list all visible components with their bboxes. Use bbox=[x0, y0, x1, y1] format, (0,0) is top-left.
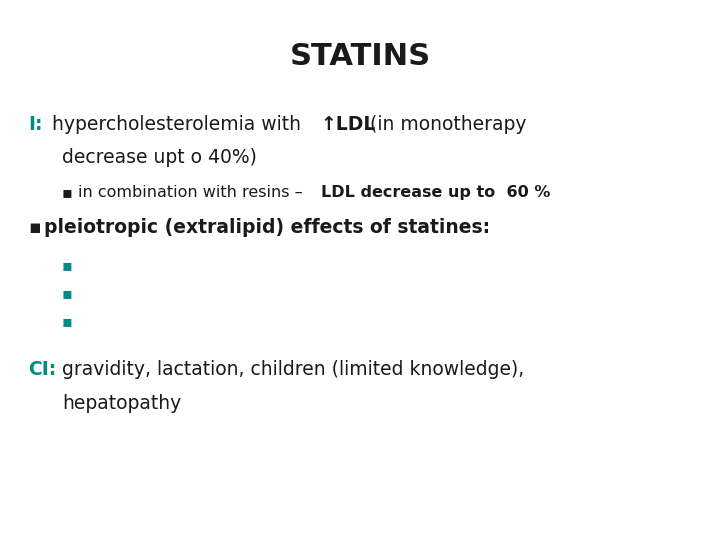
Text: decrease upt o 40%): decrease upt o 40%) bbox=[62, 148, 257, 167]
Text: ↑LDL: ↑LDL bbox=[320, 115, 375, 134]
Text: (in monotherapy: (in monotherapy bbox=[370, 115, 526, 134]
Text: gravidity, lactation, children (limited knowledge),: gravidity, lactation, children (limited … bbox=[62, 360, 524, 379]
Text: ▪: ▪ bbox=[62, 314, 73, 329]
Text: in combination with resins –: in combination with resins – bbox=[78, 185, 307, 200]
Text: I:: I: bbox=[28, 115, 42, 134]
Text: hepatopathy: hepatopathy bbox=[62, 394, 181, 413]
Text: ▪: ▪ bbox=[28, 218, 41, 237]
Text: ▪: ▪ bbox=[62, 185, 73, 200]
Text: ▪: ▪ bbox=[62, 286, 73, 301]
Text: STATINS: STATINS bbox=[289, 42, 431, 71]
Text: CI:: CI: bbox=[28, 360, 56, 379]
Text: LDL decrease up to  60 %: LDL decrease up to 60 % bbox=[321, 185, 550, 200]
Text: ▪: ▪ bbox=[62, 258, 73, 273]
Text: hypercholesterolemia with: hypercholesterolemia with bbox=[52, 115, 307, 134]
Text: pleiotropic (extralipid) effects of statines:: pleiotropic (extralipid) effects of stat… bbox=[44, 218, 490, 237]
